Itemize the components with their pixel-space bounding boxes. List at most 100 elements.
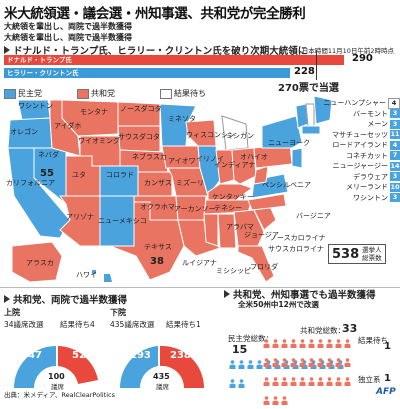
subtitle-2: 大統領を輩出し、両院で過半数獲得 xyxy=(4,33,132,42)
east-state-row: ニューハンプシャー 4 xyxy=(296,97,400,109)
east-state-name: ニュージャージー xyxy=(332,162,388,171)
person-icon xyxy=(229,360,236,369)
clinton-bar: ヒラリー・クリントン氏 xyxy=(4,68,290,78)
east-state-ev: 14 xyxy=(390,161,400,171)
state-florida xyxy=(237,245,275,283)
east-state-row: マサチューセッツ 11 xyxy=(296,130,400,141)
east-states-list: ニューハンプシャー 4 バーモント 3 メーン 3 マサチューセッツ 11 ロードアイランド 4 コ… xyxy=(296,97,400,204)
house-total: 435 xyxy=(153,372,170,381)
gov-dem-label: 民主党総数： xyxy=(228,334,273,343)
state-minnesota xyxy=(159,103,197,147)
person-icon xyxy=(272,377,279,386)
person-icon xyxy=(272,339,279,348)
label-illinois: イリノイ xyxy=(196,155,224,163)
person-icon xyxy=(281,377,288,386)
person-icon xyxy=(263,396,270,405)
person-icon xyxy=(299,377,306,386)
ev-total-box: 538 選挙人 総票数 xyxy=(328,244,386,264)
gov-rep-label: 共和党総数： xyxy=(300,326,345,335)
state-alaska xyxy=(11,241,63,283)
east-state-name: メリーランド xyxy=(346,183,388,192)
label-arizona: アリゾナ xyxy=(66,213,94,221)
house-title: 下院 xyxy=(110,308,126,317)
senate-rep-arc xyxy=(58,346,98,384)
house-dem-arc xyxy=(119,346,158,388)
label-kansas: カンザス xyxy=(144,179,172,187)
legend-dem-label: 民主党 xyxy=(18,89,42,98)
person-icon xyxy=(263,377,270,386)
senate-rep-count: 52 xyxy=(72,350,86,361)
east-state-ev: 3 xyxy=(390,172,400,182)
governor-figures-rep xyxy=(262,333,358,409)
label-southdakota: サウスダコタ xyxy=(118,133,160,141)
label-wisconsin: ウィスコンシン xyxy=(186,131,235,139)
label-missouri: ミズーリ xyxy=(176,179,204,187)
label-indiana: インディアナ xyxy=(214,161,256,169)
east-state-name: メーン xyxy=(367,120,388,129)
house-total-label: 議席 xyxy=(156,383,169,391)
label-california: カリフォルニア xyxy=(6,179,55,187)
legend-dem-swatch xyxy=(4,89,16,99)
label-minnesota: ミネソタ xyxy=(168,115,196,123)
threshold-line xyxy=(316,50,317,80)
state-hawaii-2 xyxy=(92,270,96,274)
senate-total: 100 xyxy=(48,372,65,381)
state-hawaii xyxy=(104,274,112,282)
label-nevada: ネバダ xyxy=(38,151,59,159)
person-icon xyxy=(281,358,288,367)
label-kentucky: ケンタッキー xyxy=(212,193,254,201)
east-state-ev: 3 xyxy=(390,119,400,129)
person-icon xyxy=(344,339,351,348)
label-virginia: バージニア xyxy=(296,212,331,220)
label-southcarolina: サウスカロライナ xyxy=(268,245,324,253)
gov-rep-total: 33 xyxy=(342,322,358,335)
label-wyoming: ワイオミング xyxy=(78,137,120,145)
state-montana xyxy=(61,99,119,137)
gov-dem-total: 15 xyxy=(232,343,248,356)
subtitle: 大統領を輩出し、両院で過半数獲得 xyxy=(4,22,132,31)
east-state-name: バーモント xyxy=(353,109,388,118)
east-state-row: バーモント 3 xyxy=(296,109,400,120)
senate-sub: 34議席改選 xyxy=(4,320,44,329)
us-map xyxy=(7,96,333,283)
section-title-president: ドナルド・トランプ氏、ヒラリー・クリントン氏を破り次期大統領に xyxy=(4,43,307,57)
state-massachusetts xyxy=(301,125,321,135)
clinton-label: ヒラリー・クリントン氏 xyxy=(7,69,79,77)
legend-rep-label: 共和党 xyxy=(91,89,115,98)
state-alabama xyxy=(217,213,237,249)
trump-ev: 290 xyxy=(352,53,373,64)
label-nebraska: ネブラスカ xyxy=(132,153,167,161)
east-state-ev: 10 xyxy=(390,182,400,192)
person-icon xyxy=(317,358,324,367)
label-arkansas: アーカンソー xyxy=(174,205,216,213)
trump-label: ドナルド・トランプ氏 xyxy=(7,56,72,64)
label-oregon: オレゴン xyxy=(10,128,38,136)
east-state-name: ワシントン xyxy=(353,193,388,202)
house-dem-count: 193 xyxy=(130,350,151,361)
east-state-row: ワシントン 3 xyxy=(296,193,400,204)
east-state-row: デラウェア 3 xyxy=(296,172,400,183)
label-texas: テキサス xyxy=(144,243,172,251)
page-title: 米大統領選・議会選・州知事選、共和党が完全勝利 xyxy=(4,6,306,22)
label-alabama: アラバマ xyxy=(226,223,254,231)
governors-title: 共和党、州知事選でも過半数獲得 xyxy=(224,287,376,301)
person-icon xyxy=(290,358,297,367)
east-state-ev: 4 xyxy=(390,140,400,150)
person-icon xyxy=(281,339,288,348)
gov-pending-label: 結果待ち xyxy=(358,336,388,345)
person-icon xyxy=(229,379,236,388)
trump-bar: ドナルド・トランプ氏 xyxy=(4,55,344,65)
east-state-row: ニュージャージー 14 xyxy=(296,161,400,172)
label-pennsylvania: ペンシルベニア xyxy=(262,181,311,189)
label-newyork: ニューヨーク xyxy=(268,139,310,147)
afp-logo: AFP xyxy=(376,387,396,397)
person-icon xyxy=(281,396,288,405)
house-rep-count: 238 xyxy=(170,350,191,361)
person-icon xyxy=(344,377,351,386)
label-michigan: ミシガン xyxy=(226,132,254,140)
person-icon xyxy=(317,377,324,386)
senate-total-label: 議席 xyxy=(51,383,64,391)
label-georgia: ジョージア xyxy=(244,231,279,239)
house-rep-arc xyxy=(160,345,205,388)
gov-pending-count: 1 xyxy=(384,341,391,352)
